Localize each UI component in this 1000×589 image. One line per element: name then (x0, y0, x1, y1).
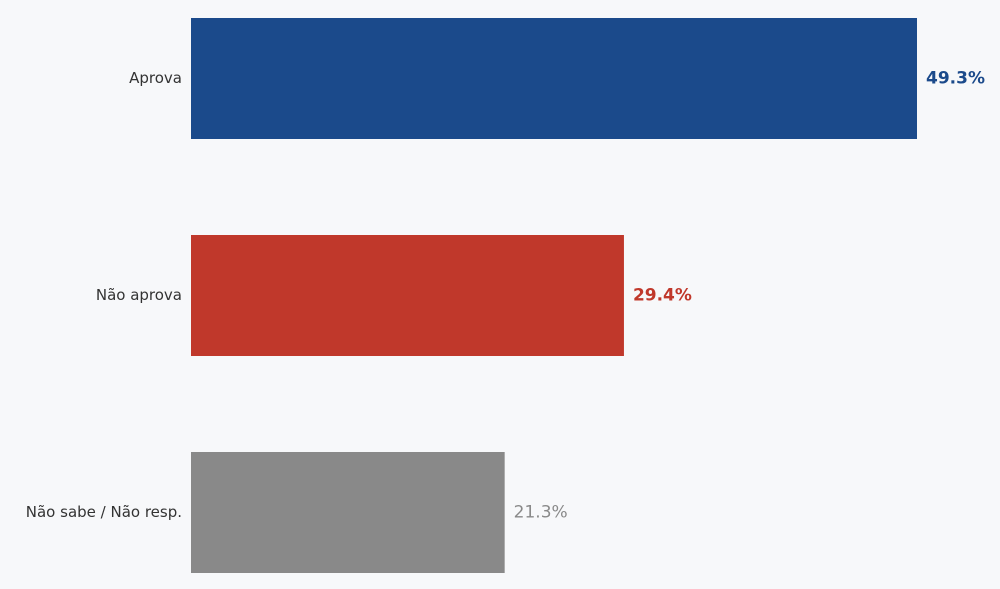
value-label: 21.3% (514, 503, 568, 523)
value-label: 49.3% (926, 69, 985, 89)
bar (191, 18, 917, 139)
bar (191, 452, 505, 573)
category-label: Não sabe / Não resp. (26, 503, 182, 521)
value-label: 29.4% (633, 286, 692, 306)
category-label: Aprova (129, 69, 182, 87)
category-label: Não aprova (96, 286, 182, 304)
bar (191, 235, 624, 356)
